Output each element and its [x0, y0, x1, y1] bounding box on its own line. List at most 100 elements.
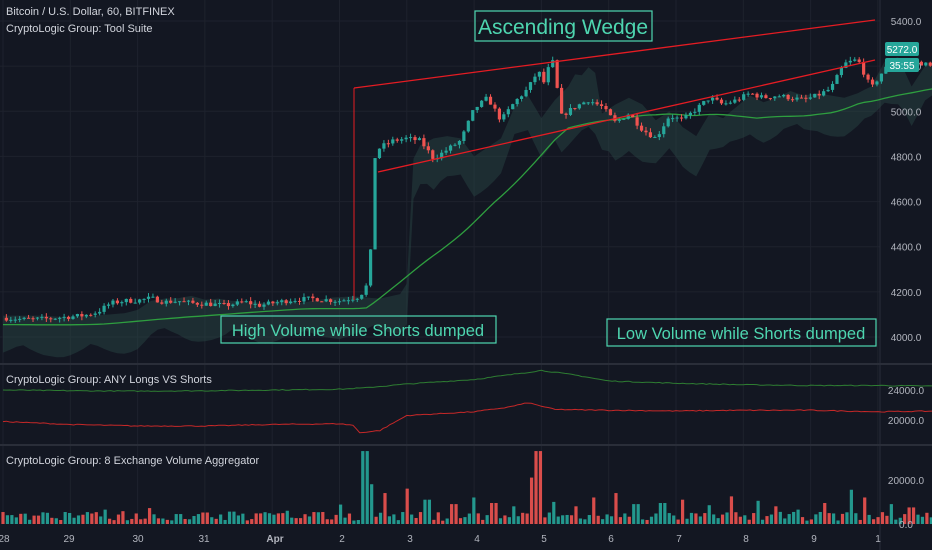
- volume-bar: [707, 505, 711, 524]
- candle-body: [31, 318, 35, 320]
- volume-bar: [312, 512, 316, 524]
- volume-bar: [880, 512, 885, 524]
- candle-body: [395, 139, 399, 141]
- candle-body: [324, 299, 328, 302]
- candle-body: [564, 113, 568, 115]
- volume-bar: [503, 515, 507, 524]
- last-price-tag: [885, 42, 919, 56]
- candle-body: [511, 104, 515, 110]
- high-volume-note-box[interactable]: [220, 315, 497, 344]
- volume-bar: [214, 518, 218, 524]
- candle-body: [408, 137, 413, 139]
- candle-body: [599, 104, 604, 107]
- candle-body: [173, 301, 177, 303]
- candle-body: [377, 148, 382, 159]
- volume-bar: [587, 515, 591, 524]
- volume-bar: [1, 512, 5, 524]
- volume-bar: [911, 507, 916, 524]
- candle-body: [382, 143, 386, 149]
- volume-bar: [467, 513, 471, 524]
- candle-body: [204, 302, 208, 306]
- candle-body: [386, 143, 390, 145]
- candle-body: [444, 150, 448, 153]
- volume-bar: [871, 519, 876, 524]
- ma-line: [3, 88, 932, 326]
- volume-bar: [734, 512, 738, 524]
- candle-body: [480, 100, 484, 107]
- volume-bar: [538, 451, 543, 524]
- volume-bar: [454, 504, 458, 524]
- volume-bar: [125, 520, 129, 524]
- candle-body: [284, 300, 288, 304]
- volume-bar: [800, 517, 805, 524]
- ascending-wedge-lines[interactable]: [353, 19, 876, 300]
- countdown-tag: [885, 58, 919, 72]
- volume-bar: [401, 512, 405, 524]
- candle-body: [568, 108, 573, 115]
- candle-body: [297, 300, 302, 302]
- longs-shorts-tick-label: 24000.0: [888, 386, 925, 397]
- candle-body: [404, 137, 408, 140]
- candle-body: [413, 137, 417, 141]
- volume-bar: [81, 514, 85, 524]
- volume-bar: [210, 517, 214, 524]
- volume-bar: [645, 519, 649, 524]
- candle-body: [453, 144, 457, 146]
- volume-bar: [534, 451, 538, 524]
- candle-body: [604, 106, 608, 110]
- candle-body: [551, 60, 555, 68]
- low-volume-note-box[interactable]: [606, 318, 877, 347]
- price-tick-label: 5400.0: [891, 17, 922, 28]
- volume-bar: [636, 504, 640, 524]
- candle-body: [706, 100, 710, 102]
- volume-bar: [596, 515, 600, 524]
- candle-body: [346, 300, 350, 302]
- volume-bar: [187, 519, 192, 524]
- candlestick-series[interactable]: [4, 31, 932, 323]
- volume-bar: [685, 518, 689, 524]
- candle-body: [639, 125, 644, 131]
- candle-body: [795, 97, 799, 100]
- candle-body: [62, 316, 66, 318]
- time-tick-label: Apr: [266, 534, 283, 545]
- wedge-label-box[interactable]: [474, 10, 653, 42]
- candle-body: [786, 94, 790, 100]
- candle-body: [368, 249, 373, 286]
- volume-bar: [676, 519, 680, 524]
- candle-body: [44, 316, 48, 319]
- candle-body: [306, 296, 311, 298]
- candle-body: [684, 115, 688, 119]
- candle-body: [75, 314, 80, 317]
- candle-body: [102, 305, 106, 312]
- wedge-upper-line[interactable]: [353, 19, 876, 89]
- candle-body: [497, 108, 502, 120]
- price-tick-label: 4200.0: [891, 288, 922, 299]
- volume-bar: [325, 519, 329, 524]
- volume-bar: [752, 513, 756, 524]
- volume-bar: [574, 506, 578, 524]
- volume-bar: [418, 512, 423, 524]
- volume-bar: [63, 512, 67, 524]
- candle-body: [626, 114, 630, 119]
- volume-bar: [143, 518, 147, 524]
- candle-body: [462, 131, 466, 141]
- candle-body: [555, 60, 559, 88]
- candle-body: [693, 111, 697, 113]
- wedge-lower-line[interactable]: [377, 59, 876, 173]
- candle-body: [790, 99, 795, 101]
- candle-body: [120, 302, 124, 304]
- candle-body: [222, 303, 226, 305]
- candle-body: [40, 316, 44, 318]
- volume-bar: [170, 520, 174, 524]
- volume-bar: [245, 520, 249, 524]
- time-tick-label: 30: [132, 534, 144, 545]
- volume-bar: [232, 511, 236, 524]
- volume-bar: [236, 515, 241, 524]
- candle-body: [475, 106, 479, 111]
- volume-bar: [19, 513, 23, 524]
- volume-bar: [481, 519, 485, 524]
- candle-body: [675, 117, 679, 119]
- candle-body: [835, 75, 839, 84]
- volume-bar: [219, 514, 223, 524]
